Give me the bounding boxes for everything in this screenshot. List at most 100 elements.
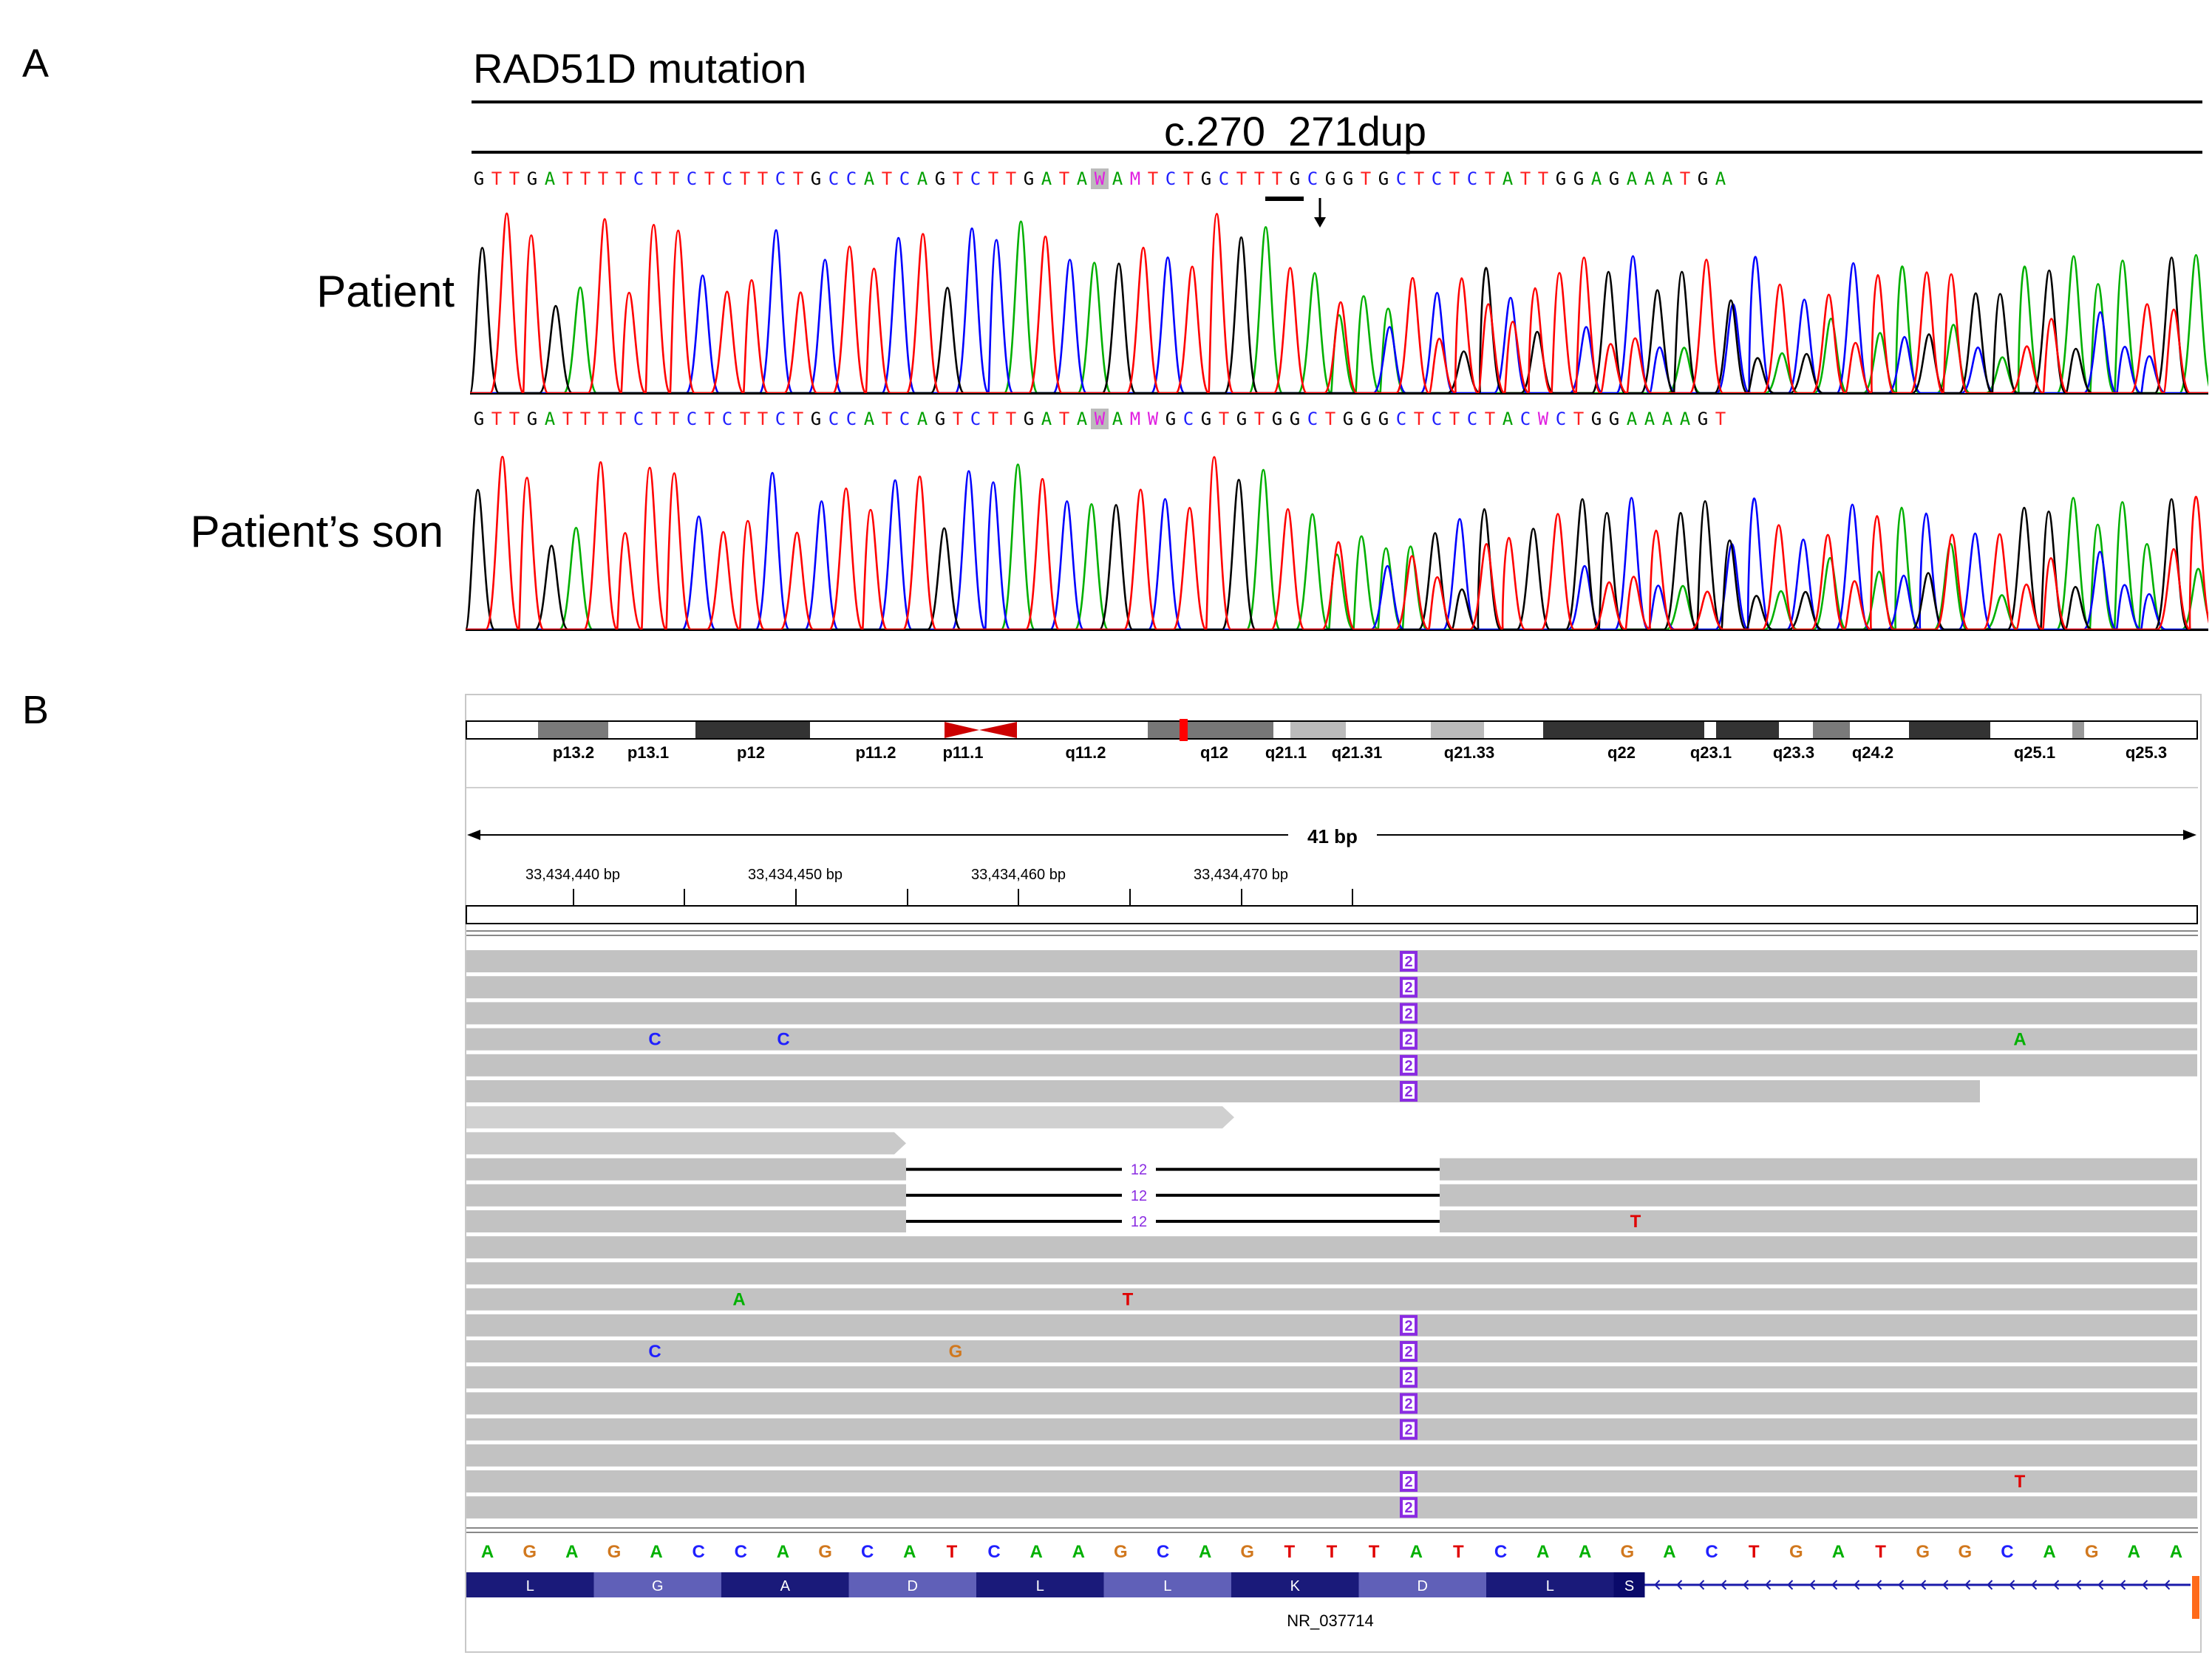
base-call: T [1058, 409, 1070, 429]
base-call: A [916, 409, 928, 429]
base-call: A [1626, 409, 1638, 429]
span-arrow-right [2183, 830, 2196, 840]
strand-arrow [1854, 1580, 1860, 1590]
cytoband-label: q25.3 [2126, 743, 2167, 762]
reference-base: T [1284, 1542, 1296, 1562]
base-call: T [1449, 409, 1460, 429]
strand-arrow [1676, 1580, 1683, 1590]
cytoband-label: q12 [1200, 743, 1228, 762]
base-call: G [1236, 409, 1248, 429]
base-call: G [526, 409, 538, 429]
base-call: C [828, 409, 840, 429]
base-call: T [615, 409, 627, 429]
base-call: M [1129, 409, 1141, 429]
base-call: G [1023, 409, 1035, 429]
base-call: T [491, 409, 503, 429]
reference-base: A [777, 1542, 789, 1562]
band-q24-2 [1909, 722, 1990, 738]
read [466, 1444, 2197, 1467]
reference-base: A [1410, 1542, 1423, 1562]
cytoband-label: p13.1 [627, 743, 669, 762]
base-call: G [1697, 409, 1709, 429]
strand-arrow [2009, 1580, 2015, 1590]
reference-base: A [1199, 1542, 1211, 1562]
reference-base: G [1916, 1542, 1930, 1562]
strand-arrow [1809, 1580, 1816, 1590]
insertion-label: 2 [1404, 1058, 1412, 1074]
codon-block [1231, 1572, 1359, 1597]
patient-label: Patient [316, 267, 455, 316]
insertion-label: 2 [1404, 1318, 1412, 1334]
insertion-marker-inner [1403, 954, 1415, 969]
strand-arrow [1876, 1580, 1882, 1590]
base-call: T [668, 168, 680, 189]
codon-block [1613, 1572, 1645, 1597]
base-call: G [934, 168, 946, 189]
reference-base: T [1749, 1542, 1760, 1562]
strand-arrow [1964, 1580, 1971, 1590]
strand-arrow [1765, 1580, 1772, 1590]
amino-acid: G [652, 1578, 664, 1594]
base-call: T [1253, 409, 1265, 429]
strand-arrow [1831, 1580, 1838, 1590]
strand-arrow [2097, 1580, 2104, 1590]
codon-block [466, 1572, 594, 1597]
reference-base: A [2043, 1542, 2055, 1562]
base-call: G [526, 168, 538, 189]
base-call: T [650, 409, 662, 429]
base-call: G [810, 168, 822, 189]
read [466, 1236, 2197, 1259]
codon-block [1103, 1572, 1231, 1597]
insertion-label: 2 [1404, 1344, 1412, 1360]
base-call: T [881, 168, 893, 189]
base-call: C [775, 168, 786, 189]
base-call: T [704, 409, 715, 429]
base-call: T [952, 409, 964, 429]
amino-acid: L [1163, 1578, 1171, 1594]
strand-arrow [2142, 1580, 2148, 1590]
insertion-label: 2 [1404, 1032, 1412, 1048]
reference-base: T [1453, 1542, 1464, 1562]
strand-arrow [2075, 1580, 2082, 1590]
insertion-marker-inner [1403, 1396, 1415, 1411]
base-call: C [1555, 409, 1567, 429]
insertion-marker-inner [1403, 1006, 1415, 1021]
cytoband-labels: p13.2 p13.1 p12 p11.2 p11.1 q11.2 q12 q21.1 q21.… [553, 743, 2167, 762]
mismatch-base: A [732, 1290, 745, 1310]
base-call: G [1608, 168, 1620, 189]
amino-acid: L [1546, 1578, 1554, 1594]
amino-acid: A [780, 1578, 791, 1594]
read-segment [466, 1184, 906, 1207]
centromere-p [945, 722, 979, 738]
read-segment [1440, 1158, 2197, 1181]
reference-base: G [818, 1542, 832, 1562]
reference-base: G [2085, 1542, 2099, 1562]
base-call: C [899, 168, 911, 189]
deletion-label: 12 [1131, 1214, 1147, 1230]
base-call: G [1342, 168, 1354, 189]
base-call: A [1112, 168, 1123, 189]
reference-base: A [2170, 1542, 2182, 1562]
codon-block [1358, 1572, 1486, 1597]
amino-acid: L [1036, 1578, 1044, 1594]
base-call: A [916, 168, 928, 189]
insertion-label: 2 [1404, 1422, 1412, 1439]
base-call: T [1218, 409, 1230, 429]
trace-c [466, 470, 2208, 631]
reference-base: C [2001, 1542, 2013, 1562]
insertion-label: 2 [1404, 1474, 1412, 1490]
cytoband-label: q21.33 [1444, 743, 1495, 762]
cytoband-label: p11.2 [855, 743, 896, 762]
base-call: W [1091, 409, 1109, 429]
base-call: A [1679, 409, 1691, 429]
read-segment [1440, 1184, 2197, 1207]
base-call: C [775, 409, 786, 429]
mutation-rule [472, 151, 2202, 154]
codon-block [593, 1572, 721, 1597]
base-call: T [1484, 409, 1496, 429]
base-call: A [863, 409, 875, 429]
base-call: T [650, 168, 662, 189]
insertion-marker-inner [1403, 1031, 1415, 1047]
ruler-tick-label: 33,434,450 bp [748, 867, 843, 883]
base-call: T [579, 168, 591, 189]
